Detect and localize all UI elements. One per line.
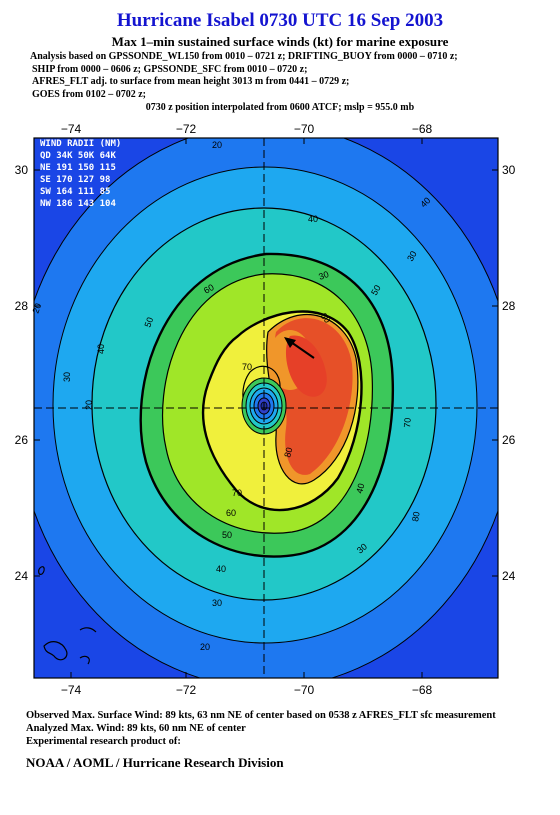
lat-tick-label: 28	[502, 299, 516, 313]
analysis-line: AFRES_FLT adj. to surface from mean heig…	[32, 76, 350, 87]
contour-label: 50	[369, 283, 383, 297]
center-crosshairs	[34, 138, 498, 678]
wind-radii-title: WIND RADII (NM)	[40, 139, 121, 149]
lat-tick-label: 30	[502, 163, 516, 177]
wind-radii-row: SW 164 111 85	[40, 187, 110, 197]
contour-label: 40	[216, 564, 226, 574]
lon-tick-label: −68	[412, 122, 433, 136]
contour-label: 30	[355, 541, 369, 555]
contour-label: 60	[226, 508, 236, 518]
contour-label: 30	[405, 249, 419, 263]
storm-motion-arrow	[284, 337, 315, 359]
footer-notes: Observed Max. Surface Wind: 89 kts, 63 n…	[26, 709, 556, 748]
observed-max-wind: Observed Max. Surface Wind: 89 kts, 63 n…	[26, 710, 496, 721]
lat-tick-label: 26	[502, 433, 516, 447]
wind-max-region	[285, 335, 327, 397]
analysis-sources: Analysis based on GPSSONDE_WL150 from 00…	[30, 51, 550, 101]
contour-label: 20	[212, 140, 222, 150]
lat-tick-label: 24	[15, 569, 29, 583]
contour-label: 30	[62, 372, 72, 382]
organization-credit: NOAA / AOML / Hurricane Research Divisio…	[26, 755, 284, 770]
analysis-line: SHIP from 0000 – 0606 z; GPSSONDE_SFC fr…	[32, 63, 308, 75]
analysis-line: Analysis based on GPSSONDE_WL150 from 00…	[30, 51, 458, 62]
coastline	[38, 566, 97, 665]
lat-tick-label: 24	[502, 569, 516, 583]
lon-tick-label: −72	[176, 122, 197, 136]
lon-tick-label: −68	[412, 683, 433, 697]
lat-tick-label: 30	[15, 163, 29, 177]
lat-axis-right: 30 28 26 24	[502, 163, 516, 583]
contour-label: 50	[222, 530, 232, 540]
contour-labels: 20 30 40 50 60 70 80 20 30 40 50 60 70 2…	[30, 140, 432, 652]
lon-axis-top: −74 −72 −70 −68	[61, 122, 433, 136]
contour-label: 40	[308, 214, 318, 224]
tick-marks	[34, 138, 498, 678]
analysis-line: GOES from 0102 – 0702 z;	[32, 88, 146, 100]
wind-radii-header: QD 34K 50K 64K	[40, 151, 116, 161]
map-title: Hurricane Isabel 0730 UTC 16 Sep 2003	[116, 10, 444, 31]
contour-label: 60	[202, 282, 216, 296]
analyzed-max-wind: Analyzed Max. Wind: 89 kts, 60 nm NE of …	[26, 723, 246, 734]
contour-label: 20	[84, 400, 94, 410]
contour-label: 20	[200, 642, 210, 652]
lon-tick-label: −74	[61, 683, 82, 697]
lon-tick-label: −72	[176, 683, 197, 697]
wind-radii-row: NE 191 150 115	[40, 163, 116, 173]
map-subtitle: Max 1–min sustained surface winds (kt) f…	[111, 34, 449, 49]
lon-axis-bottom: −74 −72 −70 −68	[61, 683, 433, 697]
contour-label: 70	[232, 488, 242, 498]
contour-label: 20	[30, 302, 43, 315]
contour-label: 40	[354, 482, 366, 494]
lat-axis-left: 30 28 26 24	[15, 163, 29, 583]
wind-radii-table: WIND RADII (NM) QD 34K 50K 64K NE 191 15…	[40, 139, 121, 209]
lon-tick-label: −70	[294, 122, 315, 136]
contour-label: 80	[410, 511, 422, 523]
product-note: Experimental research product of:	[26, 736, 181, 747]
contour-label: 30	[317, 269, 330, 282]
plot-frame	[33, 137, 499, 679]
position-note: 0730 z position interpolated from 0600 A…	[145, 102, 415, 113]
contour-label: 80	[282, 446, 294, 458]
lon-tick-label: −74	[61, 122, 82, 136]
wind-radii-row: SE 170 127 98	[40, 175, 110, 185]
lon-tick-label: −70	[294, 683, 315, 697]
contour-label: 50	[142, 316, 155, 329]
wind-radii-row: NW 186 143 104	[40, 199, 116, 209]
lat-tick-label: 28	[15, 299, 29, 313]
contour-label: 70	[242, 362, 252, 372]
wind-field-map: −74 −72 −70 −68 −74 −72 −70 −68 30 28 26…	[15, 122, 516, 697]
lat-tick-label: 26	[15, 433, 29, 447]
contour-label: 60	[318, 311, 332, 325]
contour-label: 30	[212, 598, 222, 608]
contour-label: 40	[96, 344, 106, 354]
contour-label: 70	[402, 417, 413, 428]
